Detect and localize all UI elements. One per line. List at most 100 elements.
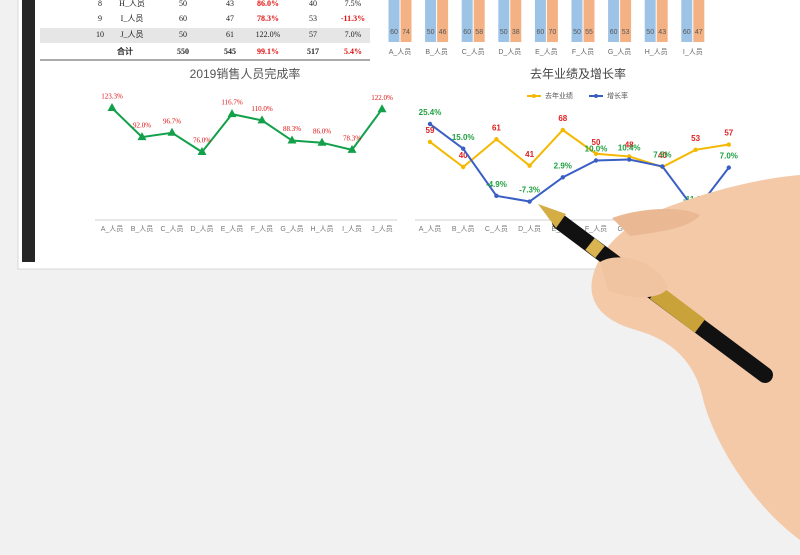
legend-label: 去年业绩 [545, 91, 573, 100]
marker [461, 164, 466, 170]
x-tick-label: E_人员 [535, 48, 558, 56]
table-cell: 5.4% [344, 47, 362, 56]
data-label: 59 [426, 126, 435, 135]
marker [726, 165, 731, 170]
table-cell: 50 [179, 30, 187, 39]
bar [510, 0, 522, 42]
marker [560, 175, 565, 180]
bar [388, 0, 400, 42]
x-tick-label: E_人员 [221, 225, 244, 233]
bar [656, 0, 668, 42]
marker [197, 147, 207, 155]
data-label: 55 [585, 29, 593, 36]
bar [437, 0, 449, 43]
data-label: 47 [695, 29, 703, 36]
data-label: 110.0% [251, 105, 272, 113]
table-cell: 53 [309, 14, 317, 23]
chart-title: 2019销售人员完成率 [190, 66, 301, 81]
data-label: 7.5% [653, 151, 671, 160]
table-cell: 10 [96, 30, 104, 39]
data-label: 96.7% [163, 117, 181, 125]
x-tick-label: C_人员 [485, 225, 508, 233]
x-tick-label: B_人员 [131, 225, 154, 233]
x-tick-label: I_人员 [683, 48, 703, 56]
marker [593, 158, 599, 163]
table-cell: 550 [177, 47, 189, 56]
table-cell: I_人员 [121, 14, 144, 23]
data-label: 40 [658, 151, 667, 160]
x-tick-label: J_人员 [371, 225, 392, 233]
data-label: 70 [549, 29, 557, 36]
line [111, 107, 383, 154]
data-label: 58 [475, 29, 483, 36]
data-label: 60 [683, 29, 691, 36]
data-label: 74 [402, 29, 410, 36]
data-label: 86.0% [313, 127, 331, 135]
hand-illustration [538, 175, 800, 540]
data-label: -4.9% [486, 180, 507, 189]
bar [681, 0, 693, 42]
table-cell: 43 [226, 0, 234, 8]
data-label: 40 [459, 151, 468, 160]
data-label: 7.0% [720, 152, 738, 161]
line [429, 128, 729, 169]
data-label: 15.0% [452, 133, 475, 142]
x-tick-label: G_人员 [608, 48, 631, 56]
marker [287, 135, 297, 144]
data-label: 25.4% [419, 108, 442, 117]
bar [534, 0, 546, 42]
marker [726, 142, 731, 147]
table-cell: 8 [98, 0, 102, 8]
marker [167, 127, 177, 136]
data-label: 50 [646, 29, 654, 36]
bar [608, 0, 620, 42]
legend-swatch [594, 94, 598, 98]
data-label: 50 [427, 29, 435, 36]
data-label: -7.3% [519, 186, 540, 195]
table-cell: 122.0% [256, 30, 281, 39]
x-tick-label: H_人员 [645, 48, 668, 56]
marker [427, 121, 433, 127]
data-label: 76.0% [193, 137, 211, 145]
data-label: 68 [558, 114, 567, 123]
data-label: 116.7% [221, 99, 242, 107]
data-label: 10.4% [618, 144, 641, 153]
x-tick-label: B_人员 [452, 225, 475, 233]
data-label: 123.3% [101, 93, 123, 101]
x-tick-label: G_人员 [280, 225, 303, 233]
table-cell: 57 [309, 30, 317, 39]
table-cell: 60 [179, 14, 187, 23]
data-label: 38 [512, 29, 520, 36]
data-label: 60 [463, 29, 471, 36]
data-label: 60 [537, 29, 545, 36]
table-cell: 78.3% [257, 14, 279, 23]
pen-band [585, 238, 605, 258]
x-tick-label: D_人员 [191, 225, 214, 233]
x-tick-label: D_人员 [498, 48, 521, 56]
data-label: 53 [691, 134, 700, 143]
x-tick-label: F_人员 [251, 225, 273, 233]
data-label: 88.3% [283, 125, 301, 133]
x-tick-label: C_人员 [161, 225, 184, 233]
legend-swatch [532, 94, 536, 98]
bar [644, 0, 656, 42]
data-label: 61 [492, 123, 501, 132]
marker [317, 137, 327, 146]
thumb [600, 257, 668, 298]
bar [571, 0, 583, 42]
bar [400, 0, 412, 43]
table-cell: 50 [179, 0, 187, 8]
marker [377, 104, 387, 113]
table-cell: 7.0% [345, 30, 362, 39]
data-label: 41 [525, 150, 534, 159]
bar [583, 0, 595, 42]
marker [494, 137, 499, 142]
data-label: 60 [610, 29, 618, 36]
table-cell: 86.0% [257, 0, 279, 8]
pen-nib [538, 204, 566, 228]
bar [693, 0, 705, 43]
data-label: 50 [573, 29, 581, 36]
table-cell: 61 [226, 30, 234, 39]
